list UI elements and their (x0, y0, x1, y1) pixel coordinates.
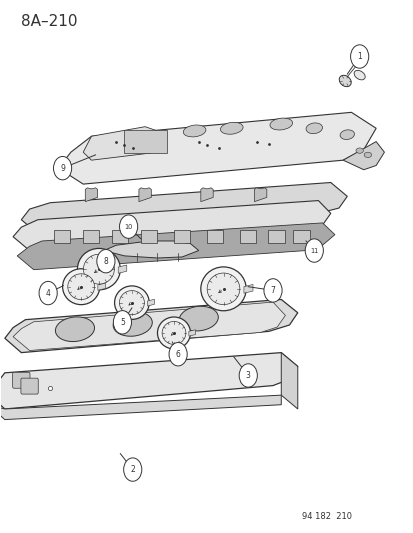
Ellipse shape (355, 148, 363, 154)
Ellipse shape (200, 267, 246, 311)
Circle shape (119, 215, 138, 238)
Text: 5: 5 (120, 318, 125, 327)
FancyBboxPatch shape (54, 230, 70, 243)
Ellipse shape (162, 321, 185, 344)
Polygon shape (342, 142, 384, 169)
Circle shape (113, 311, 131, 334)
Polygon shape (0, 353, 297, 409)
FancyBboxPatch shape (83, 230, 99, 243)
FancyBboxPatch shape (173, 230, 190, 243)
Circle shape (239, 364, 257, 387)
Ellipse shape (206, 273, 239, 305)
Ellipse shape (179, 306, 218, 331)
FancyBboxPatch shape (13, 372, 30, 388)
Polygon shape (118, 265, 126, 273)
Polygon shape (243, 285, 252, 293)
FancyBboxPatch shape (292, 230, 309, 243)
Ellipse shape (353, 70, 364, 80)
Text: 9: 9 (60, 164, 65, 173)
Text: 94 182  210: 94 182 210 (301, 512, 351, 521)
Polygon shape (58, 112, 375, 184)
Circle shape (350, 45, 368, 68)
Circle shape (97, 249, 115, 273)
Circle shape (169, 343, 187, 366)
Ellipse shape (77, 248, 120, 290)
Polygon shape (188, 330, 195, 336)
FancyBboxPatch shape (268, 230, 284, 243)
Polygon shape (17, 223, 334, 270)
Polygon shape (97, 283, 105, 290)
Polygon shape (280, 353, 297, 409)
Text: 1: 1 (356, 52, 361, 61)
Polygon shape (5, 300, 297, 353)
Text: 7: 7 (270, 286, 275, 295)
Polygon shape (254, 188, 266, 201)
Ellipse shape (114, 286, 149, 319)
Polygon shape (13, 200, 330, 251)
Circle shape (263, 279, 281, 302)
Text: 4: 4 (45, 288, 50, 297)
Polygon shape (139, 188, 151, 201)
Text: 8: 8 (103, 257, 108, 265)
Circle shape (53, 157, 71, 180)
FancyBboxPatch shape (239, 230, 256, 243)
Ellipse shape (62, 269, 100, 305)
Circle shape (304, 239, 323, 262)
Polygon shape (104, 241, 198, 258)
Polygon shape (13, 302, 285, 351)
Polygon shape (83, 127, 157, 160)
Text: 2: 2 (130, 465, 135, 474)
Ellipse shape (83, 254, 114, 284)
FancyBboxPatch shape (140, 230, 157, 243)
Ellipse shape (305, 123, 322, 134)
Ellipse shape (269, 118, 292, 130)
Ellipse shape (119, 290, 144, 314)
Circle shape (123, 458, 142, 481)
Ellipse shape (113, 312, 152, 336)
Ellipse shape (363, 152, 371, 158)
Text: 10: 10 (124, 224, 133, 230)
Text: 3: 3 (245, 371, 250, 380)
Polygon shape (85, 188, 97, 201)
Ellipse shape (55, 317, 94, 342)
Text: 8A–210: 8A–210 (21, 14, 78, 29)
Ellipse shape (338, 75, 350, 87)
Ellipse shape (183, 125, 205, 137)
Ellipse shape (157, 317, 190, 349)
FancyBboxPatch shape (21, 378, 38, 394)
Text: 11: 11 (309, 247, 318, 254)
Polygon shape (147, 300, 154, 306)
Ellipse shape (68, 274, 94, 300)
Polygon shape (200, 188, 213, 201)
Ellipse shape (220, 122, 242, 134)
FancyBboxPatch shape (123, 130, 166, 154)
Ellipse shape (339, 130, 354, 140)
Circle shape (39, 281, 57, 305)
Text: 6: 6 (175, 350, 180, 359)
FancyBboxPatch shape (206, 230, 223, 243)
FancyBboxPatch shape (112, 230, 128, 243)
Polygon shape (0, 395, 280, 419)
Polygon shape (21, 182, 347, 233)
